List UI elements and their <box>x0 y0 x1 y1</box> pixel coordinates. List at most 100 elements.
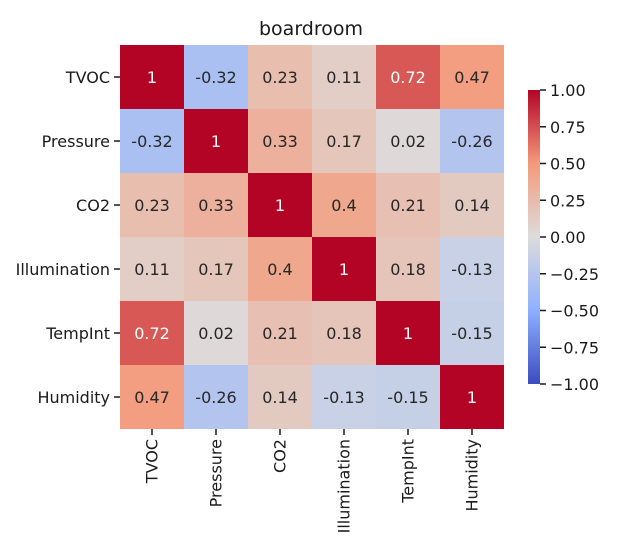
heatmap-cell <box>248 237 312 301</box>
colorbar-tick-label: 1.00 <box>550 81 586 100</box>
heatmap-cell-label: 0.47 <box>454 68 490 87</box>
heatmap-cell <box>312 301 376 365</box>
heatmap-cell <box>440 365 504 429</box>
heatmap-cell-labels: 1 -0.32 0.23 0.11 0.72 0.47 -0.32 1 0.33 0.17 0.02… <box>131 68 492 407</box>
heatmap-cell-label: 0.33 <box>262 132 298 151</box>
heatmap-cell <box>312 109 376 173</box>
heatmap-cell <box>248 365 312 429</box>
heatmap-cell <box>120 173 184 237</box>
heatmap-cell <box>120 365 184 429</box>
y-axis-tick-label: CO2 <box>76 196 110 215</box>
y-axis-tick-label: TVOC <box>65 68 110 87</box>
y-axis: TVOC Pressure CO2 Illumination TempInt Humidi… <box>16 68 120 407</box>
heatmap-cell <box>120 109 184 173</box>
heatmap-cell-label: 0.18 <box>390 260 426 279</box>
y-axis-tick-label: Humidity <box>37 388 110 407</box>
heatmap-cell-label: -0.15 <box>387 388 428 407</box>
heatmap-cells <box>120 45 504 429</box>
heatmap-cell-label: -0.32 <box>195 68 236 87</box>
colorbar-gradient <box>528 90 540 384</box>
heatmap-cell-label: 0.23 <box>134 196 170 215</box>
heatmap-cell-label: 0.11 <box>134 260 170 279</box>
x-axis-tick-label: TempInt <box>399 439 418 504</box>
heatmap-cell <box>312 237 376 301</box>
heatmap-cell <box>312 173 376 237</box>
heatmap-cell-label: 1 <box>403 324 413 343</box>
heatmap-cell-label: -0.32 <box>131 132 172 151</box>
heatmap-cell-label: 0.17 <box>198 260 234 279</box>
heatmap-cell-label: 0.33 <box>198 196 234 215</box>
heatmap-cell-label: -0.26 <box>195 388 236 407</box>
heatmap-cell-label: -0.13 <box>323 388 364 407</box>
heatmap-cell-label: -0.26 <box>451 132 492 151</box>
heatmap-cell <box>376 237 440 301</box>
colorbar-tick-label: 0.75 <box>550 118 586 137</box>
x-axis-tick-label: Illumination <box>335 439 354 533</box>
colorbar-tick-label: 0.00 <box>550 228 586 247</box>
heatmap-cell <box>184 365 248 429</box>
heatmap-cell <box>120 237 184 301</box>
heatmap-cell-label: 0.14 <box>454 196 490 215</box>
x-axis-tick-label: Pressure <box>207 439 226 507</box>
heatmap-cell-label: 0.23 <box>262 68 298 87</box>
heatmap-cell <box>184 237 248 301</box>
colorbar-tick-label: −0.50 <box>550 302 599 321</box>
heatmap-cell <box>184 45 248 109</box>
heatmap-cell-label: -0.13 <box>451 260 492 279</box>
heatmap-cell-label: 1 <box>339 260 349 279</box>
y-axis-tick-label: TempInt <box>45 324 110 343</box>
heatmap-cell <box>440 45 504 109</box>
heatmap-cell <box>184 109 248 173</box>
colorbar: 1.00 0.75 0.50 0.25 0.00 −0.25 −0.50 −0.75 −1.00 <box>528 81 599 394</box>
colorbar-tick-label: 0.50 <box>550 155 586 174</box>
heatmap-cell <box>184 173 248 237</box>
heatmap-cell-label: 0.47 <box>134 388 170 407</box>
colorbar-tick-label: −0.75 <box>550 338 599 357</box>
heatmap-cell-label: 1 <box>467 388 477 407</box>
heatmap-cell <box>248 301 312 365</box>
heatmap-cell <box>120 301 184 365</box>
heatmap-cell <box>376 301 440 365</box>
x-axis-tick-label: CO2 <box>271 439 290 473</box>
heatmap-cell-label: 0.72 <box>390 68 426 87</box>
heatmap-cell-label: 0.02 <box>390 132 426 151</box>
heatmap-cell <box>248 109 312 173</box>
heatmap-cell-label: 0.21 <box>390 196 426 215</box>
heatmap-cell-label: 0.14 <box>262 388 298 407</box>
heatmap-cell <box>312 45 376 109</box>
heatmap-cell-label: 0.72 <box>134 324 170 343</box>
heatmap-cell <box>376 365 440 429</box>
heatmap-cell <box>376 45 440 109</box>
heatmap-cell-label: 1 <box>211 132 221 151</box>
x-axis: TVOC Pressure CO2 Illumination TempInt Humidi… <box>143 429 482 533</box>
chart-title: boardroom <box>259 18 363 40</box>
heatmap-cell <box>440 109 504 173</box>
heatmap-cell-label: 0.18 <box>326 324 362 343</box>
heatmap-cell <box>376 109 440 173</box>
heatmap-cell-label: -0.15 <box>451 324 492 343</box>
heatmap-cell-label: 0.02 <box>198 324 234 343</box>
colorbar-tick-label: 0.25 <box>550 191 586 210</box>
heatmap-cell <box>120 45 184 109</box>
heatmap-cell-label: 1 <box>275 196 285 215</box>
x-axis-tick-label: Humidity <box>463 439 482 512</box>
heatmap-cell <box>248 173 312 237</box>
heatmap-cell-label: 0.4 <box>267 260 292 279</box>
colorbar-tick-label: −0.25 <box>550 265 599 284</box>
y-axis-tick-label: Pressure <box>42 132 110 151</box>
heatmap-cell <box>312 365 376 429</box>
heatmap-cell <box>376 173 440 237</box>
x-axis-tick-label: TVOC <box>143 439 162 484</box>
colorbar-tick-label: −1.00 <box>550 375 599 394</box>
heatmap-cell <box>184 301 248 365</box>
y-axis-tick-label: Illumination <box>16 260 110 279</box>
heatmap-cell <box>440 173 504 237</box>
heatmap-cell-label: 0.17 <box>326 132 362 151</box>
heatmap-cell-label: 0.21 <box>262 324 298 343</box>
heatmap-cell <box>440 237 504 301</box>
heatmap-cell-label: 0.11 <box>326 68 362 87</box>
heatmap-cell-label: 0.4 <box>331 196 356 215</box>
heatmap-cell <box>248 45 312 109</box>
heatmap-cell-label: 1 <box>147 68 157 87</box>
